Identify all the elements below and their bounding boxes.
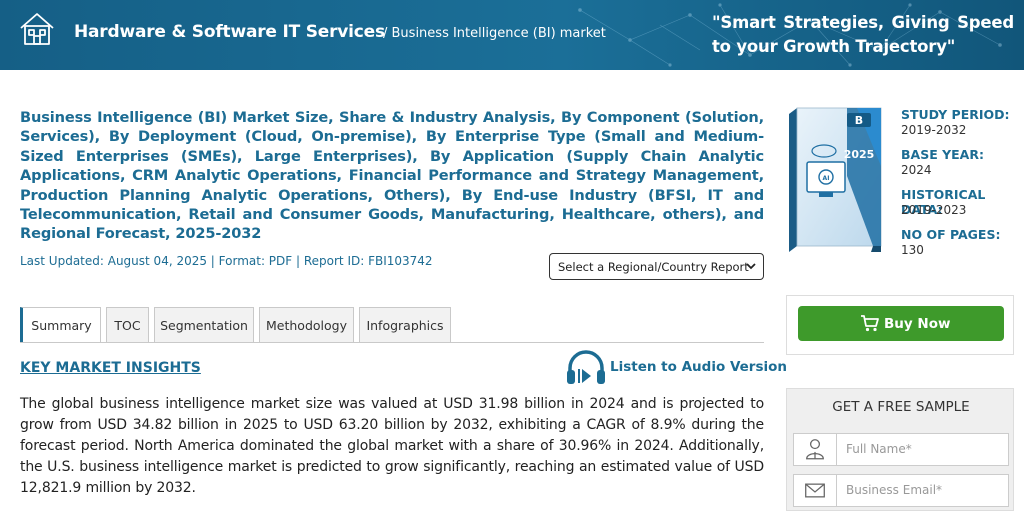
svg-text:AI: AI [823,175,830,182]
free-sample-title: GET A FREE SAMPLE [832,399,970,415]
envelope-icon [805,475,837,506]
report-tabs: Summary TOC Segmentation Methodology Inf… [20,307,764,343]
region-report-select[interactable]: Select a Regional/Country Report [549,253,764,280]
business-email-input[interactable] [846,483,996,497]
pages-label: NO OF PAGES: [901,227,1001,242]
free-sample-form: GET A FREE SAMPLE [786,388,1014,511]
full-name-input[interactable] [846,442,996,456]
brand-title[interactable]: Hardware & Software IT Services [74,22,385,42]
buy-now-button[interactable]: Buy Now [798,306,1004,341]
tab-methodology[interactable]: Methodology [259,307,354,343]
buy-panel: Buy Now [786,295,1014,355]
headphones-icon[interactable] [565,349,607,387]
market-summary-text: The global business intelligence market … [20,396,764,496]
cover-year: 2025 [844,148,875,161]
header-slogan: "Smart Strategies, Giving Speed to your … [712,13,1014,56]
user-icon [806,434,837,465]
study-period-label: STUDY PERIOD: [901,107,1010,122]
report-cover-image[interactable]: B 2025 AI [787,106,884,252]
study-info: STUDY PERIOD: 2019-2032 BASE YEAR: 2024 … [901,107,1024,267]
base-year-label: BASE YEAR: [901,147,984,162]
report-meta: Last Updated: August 04, 2025 | Format: … [20,254,433,268]
breadcrumb[interactable]: / Business Intelligence (BI) market [383,26,606,41]
business-email-field[interactable] [793,474,1009,507]
tabs-divider [20,342,764,343]
tab-segmentation[interactable]: Segmentation [154,307,254,343]
tab-toc[interactable]: TOC [106,307,149,343]
home-icon[interactable] [19,11,55,47]
buy-now-label: Buy Now [884,316,951,332]
tab-infographics[interactable]: Infographics [359,307,451,343]
network-pattern-decoration [578,3,1002,67]
key-market-insights-heading: KEY MARKET INSIGHTS [20,360,201,376]
full-name-field[interactable] [793,433,1009,466]
historical-data-label: HISTORICAL DATA: [901,187,986,217]
study-period-value: 2019-2032 [901,123,967,137]
region-select-value: Select a Regional/Country Report [558,260,749,274]
svg-text:B: B [855,114,863,127]
site-header: Hardware & Software IT Services / Busine… [0,0,1024,70]
cart-icon [861,315,879,332]
chevron-down-icon [746,263,756,270]
tab-summary[interactable]: Summary [20,307,101,343]
listen-audio-link[interactable]: Listen to Audio Version [610,359,788,375]
page-title: Business Intelligence (BI) Market Size, … [20,109,764,243]
pages-value: 130 [901,243,924,257]
base-year-value: 2024 [901,163,932,177]
historical-data-value: 2019-2023 [901,203,967,217]
